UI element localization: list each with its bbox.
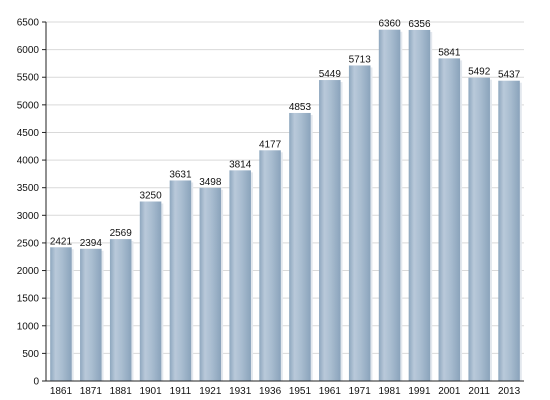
bar-1991 bbox=[408, 29, 431, 382]
y-tick-label: 500 bbox=[22, 349, 39, 360]
y-tick-label: 3500 bbox=[17, 183, 40, 194]
x-tick-label-1931: 1931 bbox=[229, 386, 252, 397]
bar-1921 bbox=[199, 187, 222, 381]
y-tick-label: 5500 bbox=[17, 73, 40, 84]
data-labels: 2421 2394 2569 3250 3631 3498 3814 4177 4853 5449… bbox=[50, 19, 521, 249]
y-tick-label: 5000 bbox=[17, 100, 40, 111]
bar-1971 bbox=[348, 65, 371, 381]
y-tick-label: 4000 bbox=[17, 156, 40, 167]
x-tick-label-1861: 1861 bbox=[50, 386, 73, 397]
data-label-1936: 4177 bbox=[259, 139, 282, 150]
x-tick-label-1921: 1921 bbox=[199, 386, 222, 397]
y-tick-label: 2500 bbox=[17, 238, 40, 249]
y-tick-label: 6000 bbox=[17, 45, 40, 56]
x-tick-label-1881: 1881 bbox=[110, 386, 133, 397]
bar-1871 bbox=[80, 248, 102, 381]
x-tick-label-2001: 2001 bbox=[438, 386, 461, 397]
x-tick-label-1971: 1971 bbox=[349, 386, 372, 397]
data-label-1981: 6360 bbox=[378, 19, 401, 30]
y-tick-label: 0 bbox=[33, 377, 39, 388]
data-label-1921: 3498 bbox=[199, 177, 222, 188]
data-label-2001: 5841 bbox=[438, 47, 461, 58]
data-label-1911: 3631 bbox=[169, 169, 192, 180]
bar-1901 bbox=[139, 201, 162, 381]
bar-2011 bbox=[468, 77, 490, 382]
data-label-1991: 6356 bbox=[408, 19, 431, 30]
x-tick-label-2013: 2013 bbox=[498, 386, 521, 397]
data-label-1901: 3250 bbox=[139, 191, 162, 202]
bar-1981 bbox=[378, 29, 401, 382]
bar-2001 bbox=[438, 58, 461, 382]
y-tick-label: 1500 bbox=[17, 294, 40, 305]
bar-1911 bbox=[169, 180, 192, 381]
x-tick-label-2011: 2011 bbox=[468, 386, 490, 397]
bar-2013 bbox=[498, 80, 520, 382]
data-label-1951: 4853 bbox=[289, 102, 312, 113]
data-label-2011: 5492 bbox=[468, 67, 491, 78]
bar-1951 bbox=[289, 112, 311, 381]
y-tick-label: 4500 bbox=[17, 128, 40, 139]
data-label-1961: 5449 bbox=[319, 69, 342, 80]
y-tick-label: 2000 bbox=[17, 266, 40, 277]
y-tick-label: 6500 bbox=[17, 18, 40, 29]
x-tick-label-1871: 1871 bbox=[80, 386, 103, 397]
x-tick-label-1991: 1991 bbox=[408, 386, 431, 397]
bar-1861 bbox=[50, 247, 72, 381]
x-tick-label-1961: 1961 bbox=[319, 386, 342, 397]
x-tick-label-1911: 1911 bbox=[170, 386, 192, 397]
data-label-1931: 3814 bbox=[229, 159, 252, 170]
x-tick-label-1951: 1951 bbox=[289, 386, 312, 397]
x-tick-label-1901: 1901 bbox=[139, 386, 162, 397]
bar-1931 bbox=[229, 170, 251, 381]
data-label-1861: 2421 bbox=[50, 236, 73, 247]
data-label-1881: 2569 bbox=[110, 228, 133, 239]
data-label-1871: 2394 bbox=[80, 238, 103, 249]
axes: 0 500 1000 1500 2000 2500 3000 3500 4000 4500 5000… bbox=[17, 18, 524, 397]
y-tick-label: 1000 bbox=[17, 321, 40, 332]
bar-1881 bbox=[109, 239, 132, 381]
bar-1936 bbox=[259, 150, 281, 381]
bars bbox=[50, 29, 522, 382]
y-tick-label: 3000 bbox=[17, 211, 40, 222]
x-tick-label-1981: 1981 bbox=[378, 386, 401, 397]
data-label-1971: 5713 bbox=[349, 54, 372, 65]
x-tick-label-1936: 1936 bbox=[259, 386, 282, 397]
bar-1961 bbox=[319, 80, 341, 381]
data-label-2013: 5437 bbox=[498, 70, 521, 81]
